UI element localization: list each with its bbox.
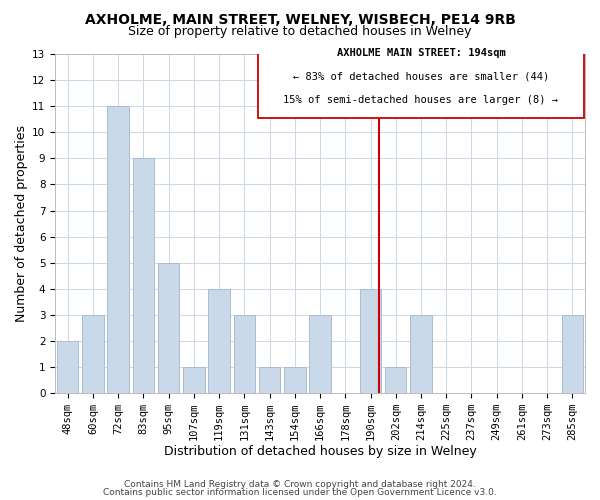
Bar [133,158,154,393]
Text: ← 83% of detached houses are smaller (44): ← 83% of detached houses are smaller (44… [293,72,549,82]
Bar [183,367,205,393]
Bar [259,367,280,393]
Text: AXHOLME MAIN STREET: 194sqm: AXHOLME MAIN STREET: 194sqm [337,48,505,58]
Bar [258,42,584,118]
Y-axis label: Number of detached properties: Number of detached properties [15,125,28,322]
Bar [107,106,129,393]
Bar [310,315,331,393]
Bar [284,367,305,393]
Text: Size of property relative to detached houses in Welney: Size of property relative to detached ho… [128,25,472,38]
Bar [410,315,432,393]
Bar [385,367,406,393]
Bar [360,289,381,393]
Bar [562,315,583,393]
Text: Contains public sector information licensed under the Open Government Licence v3: Contains public sector information licen… [103,488,497,497]
Text: Contains HM Land Registry data © Crown copyright and database right 2024.: Contains HM Land Registry data © Crown c… [124,480,476,489]
Bar [208,289,230,393]
Text: AXHOLME, MAIN STREET, WELNEY, WISBECH, PE14 9RB: AXHOLME, MAIN STREET, WELNEY, WISBECH, P… [85,12,515,26]
Bar [233,315,255,393]
Bar [82,315,104,393]
Bar [57,341,79,393]
Text: 15% of semi-detached houses are larger (8) →: 15% of semi-detached houses are larger (… [283,95,559,105]
X-axis label: Distribution of detached houses by size in Welney: Distribution of detached houses by size … [164,444,476,458]
Bar [158,262,179,393]
